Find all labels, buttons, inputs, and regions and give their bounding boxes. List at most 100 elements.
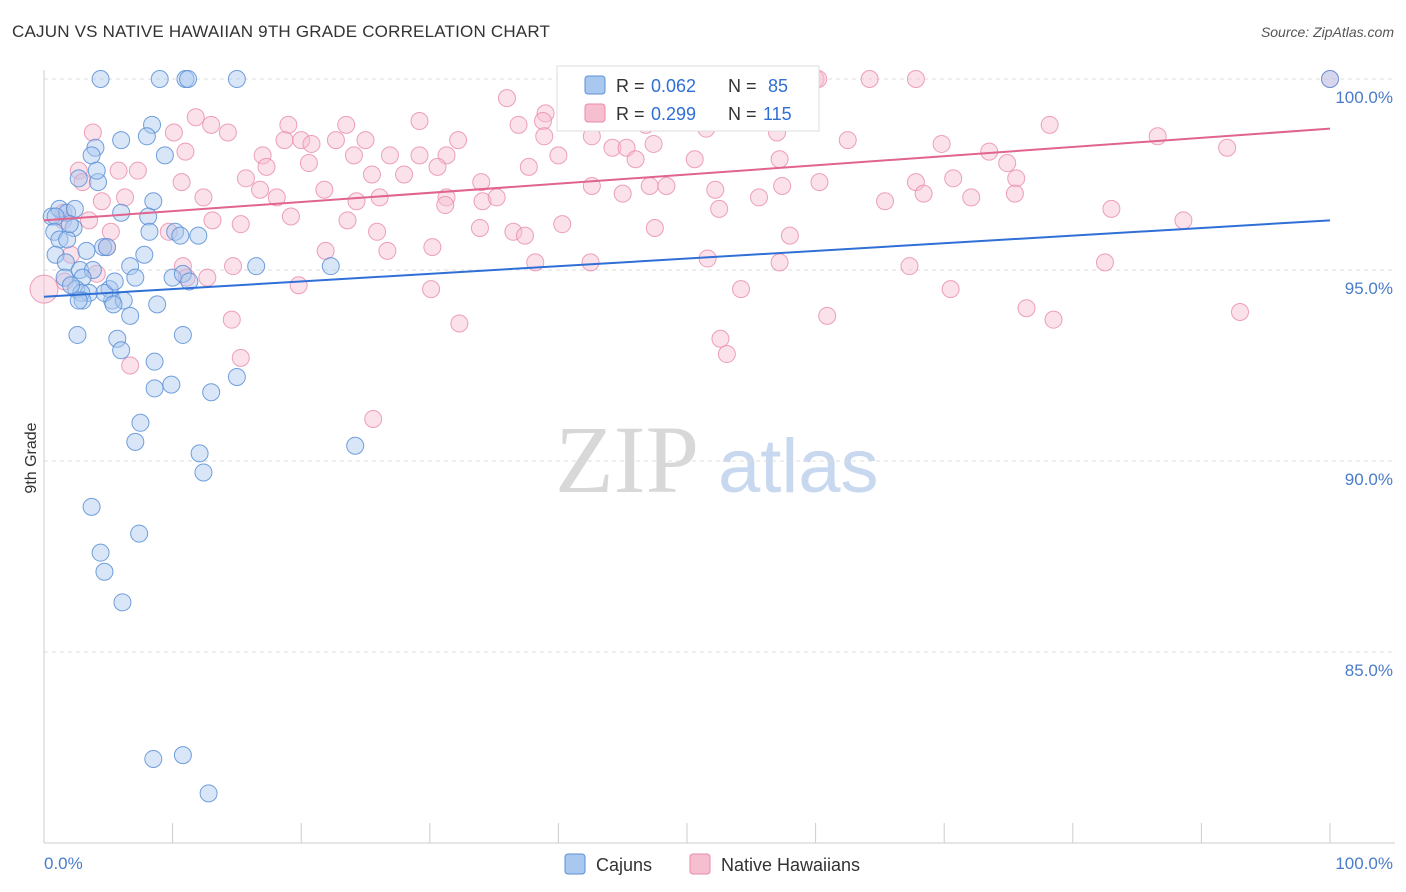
source-credit: Source: ZipAtlas.com (1260, 24, 1394, 40)
cajuns-point (77, 241, 96, 260)
cajuns-point (89, 173, 108, 192)
trend-lines (43, 127, 1331, 298)
cajuns-point (95, 562, 114, 581)
cajuns-point (162, 375, 181, 394)
native-hawaiians-point (1017, 299, 1036, 318)
native-hawaiians-point (535, 127, 554, 146)
native-hawaiians-point (202, 115, 221, 134)
native-hawaiians-point (750, 188, 769, 207)
native-hawaiians-point (92, 192, 111, 211)
legend-n-label-cajuns: N = (728, 76, 757, 96)
native-hawaiians-point (356, 131, 375, 150)
native-hawaiians-point (410, 146, 429, 165)
cajuns-point (91, 543, 110, 562)
cajuns-point (87, 161, 106, 180)
cajuns-point (126, 432, 145, 451)
cajuns-point (126, 268, 145, 287)
native-hawaiians-point (962, 188, 981, 207)
cajuns-point (104, 295, 123, 314)
cajuns-point (105, 272, 124, 291)
legend-r-label-cajuns: R = (616, 76, 645, 96)
cajuns-point (199, 784, 218, 803)
native-hawaiians-point (368, 222, 387, 241)
cajuns-point (112, 131, 131, 150)
cajuns-point (163, 268, 182, 287)
native-hawaiians-point (428, 157, 447, 176)
cajuns-point (60, 215, 79, 234)
native-hawaiians-point (423, 238, 442, 257)
cajuns-point (62, 276, 81, 295)
cajuns-point (145, 352, 164, 371)
native-hawaiians-point (581, 253, 600, 272)
cajuns-point (143, 115, 162, 134)
cajuns-point (68, 325, 87, 344)
native-hawaiians-point (533, 112, 552, 131)
cajuns-point (46, 245, 65, 264)
native-hawaiians-point (472, 173, 491, 192)
native-hawaiians-point (315, 180, 334, 199)
native-hawaiians-point (640, 176, 659, 195)
cajuns-point (121, 257, 140, 276)
native-hawaiians-point (644, 134, 663, 153)
cajuns-point (65, 199, 84, 218)
cajuns-point (55, 268, 74, 287)
native-hawaiians-point (289, 276, 308, 295)
cajuns-point (144, 749, 163, 768)
cajuns-point (83, 261, 102, 279)
native-hawaiians-point (1044, 310, 1063, 329)
native-hawaiians-point (515, 226, 534, 245)
x-tick-label-min: 0.0% (44, 854, 83, 873)
cajuns-point (321, 257, 340, 276)
cajuns-point (180, 272, 199, 291)
native-hawaiians-point (172, 173, 191, 192)
legend-r-value-cajuns: 0.062 (651, 76, 696, 96)
native-hawaiians-point (337, 115, 356, 134)
native-hawaiians-point (281, 207, 300, 226)
native-hawaiians-point (818, 306, 837, 325)
native-hawaiians-point (1040, 115, 1059, 134)
native-hawaiians-point (275, 131, 294, 150)
cajuns-point (130, 524, 149, 543)
legend-r-label-native: R = (616, 104, 645, 124)
bottom-legend-label-native: Native Hawaiians (721, 855, 860, 875)
cajuns-point (202, 383, 221, 402)
watermark-atlas: atlas (718, 424, 879, 509)
cajuns-point (171, 226, 190, 245)
native-hawaiians-point (876, 192, 895, 211)
native-hawaiians-point (116, 188, 135, 207)
cajuns-point (144, 192, 163, 211)
native-hawaiians-point (941, 280, 960, 299)
cajuns-point (108, 329, 127, 348)
native-hawaiians-point (1007, 169, 1026, 188)
native-hawaiians-point (732, 280, 751, 299)
native-hawaiians-point (497, 89, 516, 108)
native-hawaiians-point (1174, 211, 1193, 230)
legend-n-label-native: N = (728, 104, 757, 124)
y-tick-labels: 100.0% 95.0% 90.0% 85.0% (1335, 88, 1393, 680)
cajuns-point (227, 70, 246, 88)
native-hawaiians-point (422, 280, 441, 299)
native-hawaiians-point (504, 222, 523, 241)
native-hawaiians-point (914, 184, 933, 203)
native-hawaiians-point (267, 188, 286, 207)
cajuns-point (346, 436, 365, 455)
native-hawaiians-point (437, 188, 456, 207)
cajuns-point (194, 463, 213, 482)
cajuns-point (173, 325, 192, 344)
cajuns-point (56, 253, 75, 272)
native-hawaiians-point (176, 142, 195, 161)
y-tick-label: 90.0% (1345, 470, 1393, 489)
native-hawaiians-point (549, 146, 568, 165)
native-hawaiians-point (173, 257, 192, 276)
cajuns-point (1321, 70, 1339, 88)
native-hawaiians-point (603, 138, 622, 157)
y-tick-label: 85.0% (1345, 661, 1393, 680)
native-hawaiians-point (186, 108, 205, 127)
cajuns-point (179, 70, 198, 88)
native-hawaiians-point (906, 70, 925, 88)
native-hawaiians-point (1005, 184, 1024, 203)
native-hawaiians-point (645, 218, 664, 237)
native-hawaiians-point (251, 180, 270, 199)
cajuns-point (148, 295, 167, 314)
cajuns-point (227, 367, 246, 386)
